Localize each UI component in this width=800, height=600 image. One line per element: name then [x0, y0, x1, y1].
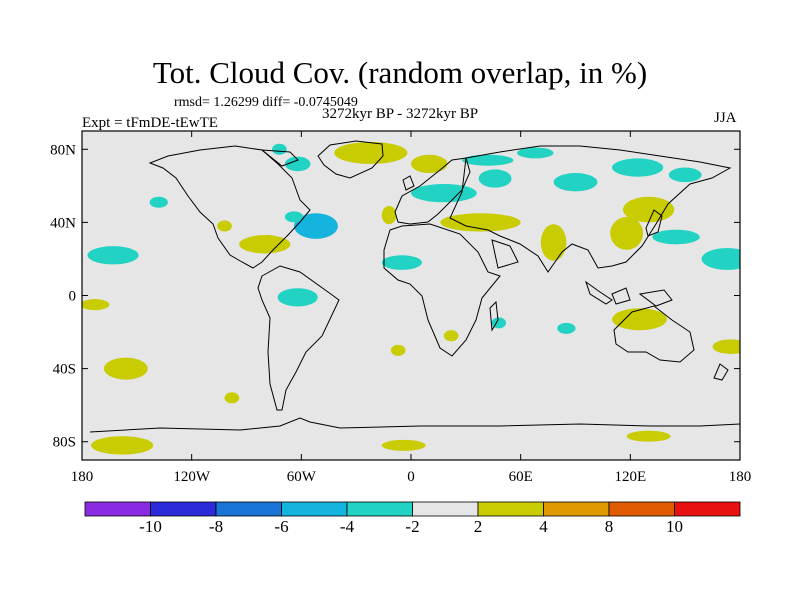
x-tick-label: 180 — [729, 469, 752, 485]
colorbar-swatch-0 — [84, 501, 151, 517]
anomaly-patch-5 — [284, 211, 304, 223]
x-tick-label: 120W — [173, 469, 211, 485]
colorbar-label: -6 — [274, 517, 289, 536]
anomaly-patch-8 — [149, 196, 168, 208]
anomaly-patch-32 — [701, 247, 740, 270]
colorbar-label: 8 — [604, 517, 614, 536]
anomaly-patch-31 — [652, 229, 700, 245]
period-label: 3272kyr BP - 3272kyr BP — [322, 106, 479, 122]
y-tick-label: 40N — [50, 215, 76, 231]
colorbar-label: -4 — [339, 517, 355, 536]
anomaly-patch-1 — [294, 213, 338, 239]
anomaly-patch-44 — [390, 344, 406, 356]
anomaly-patch-30 — [623, 196, 675, 223]
anomaly-patch-19 — [553, 173, 598, 192]
anomaly-patch-12 — [334, 141, 408, 164]
map-background — [82, 131, 740, 460]
x-tick-label: 180 — [71, 469, 94, 485]
y-tick-label: 0 — [69, 289, 77, 305]
x-tick-label: 60W — [287, 469, 317, 485]
anomaly-patch-15 — [411, 154, 448, 174]
colorbar-swatch-5 — [412, 501, 479, 517]
colorbar-swatch-8 — [608, 501, 675, 517]
colorbar-swatch-4 — [346, 501, 413, 517]
anomaly-patch-17 — [517, 147, 554, 159]
anomaly-patch-24 — [440, 213, 521, 232]
colorbar-swatch-3 — [281, 501, 348, 517]
anomaly-patch-9 — [277, 288, 318, 307]
stats-line: rmsd= 1.26299 diff= -0.0745049 — [174, 95, 358, 110]
anomaly-patch-14 — [272, 143, 287, 155]
chart-title: Tot. Cloud Cov. (random overlap, in %) — [152, 55, 648, 90]
anomaly-patch-18 — [478, 169, 512, 188]
colorbar-swatch-9 — [674, 501, 741, 517]
colorbar-label: -10 — [139, 517, 162, 536]
anomaly-patch-34 — [712, 339, 740, 354]
experiment-label: Expt = tFmDE-tEwTE — [82, 115, 218, 131]
anomaly-patch-7 — [82, 299, 110, 311]
colorbar-label: 10 — [666, 517, 683, 536]
anomaly-layer — [82, 141, 740, 455]
y-tick-label: 80S — [53, 435, 76, 451]
season-label: JJA — [714, 110, 737, 126]
colorbar — [84, 501, 741, 517]
anomaly-patch-41 — [381, 439, 426, 451]
colorbar-label: -8 — [208, 517, 224, 536]
x-tick-label: 60E — [509, 469, 533, 485]
anomaly-patch-33 — [612, 308, 667, 331]
anomaly-patch-35 — [557, 322, 576, 334]
anomaly-patch-28 — [610, 216, 644, 250]
colorbar-label: 2 — [473, 517, 483, 536]
anomaly-patch-21 — [668, 167, 702, 183]
anomaly-patch-3 — [239, 235, 291, 254]
colorbar-swatch-6 — [477, 501, 544, 517]
anomaly-patch-38 — [103, 357, 148, 380]
y-tick-label: 40S — [53, 362, 76, 378]
anomaly-patch-11 — [381, 205, 397, 225]
colorbar-swatch-1 — [150, 501, 217, 517]
colorbar-swatch-2 — [215, 501, 282, 517]
x-tick-label: 120E — [614, 469, 646, 485]
anomaly-patch-10 — [381, 255, 422, 270]
anomaly-patch-6 — [87, 246, 139, 265]
anomaly-patch-16 — [462, 154, 514, 166]
anomaly-patch-43 — [224, 392, 240, 404]
anomaly-patch-42 — [626, 430, 671, 442]
anomaly-patch-37 — [443, 330, 459, 342]
anomaly-patch-13 — [284, 156, 311, 172]
anomaly-patch-22 — [411, 184, 477, 203]
coastlines — [89, 140, 740, 433]
x-tick-label: 0 — [407, 469, 415, 485]
anomaly-patch-20 — [612, 158, 664, 177]
axis-layer: 180 120W 60W 0 60E 120E 180 80N 40N 0 40S 80S — [50, 131, 751, 485]
anomaly-patch-4 — [217, 220, 232, 232]
colorbar-swatch-7 — [543, 501, 610, 517]
colorbar-label: 4 — [539, 517, 548, 536]
anomaly-patch-40 — [91, 436, 154, 455]
anomaly-patch-26 — [540, 224, 567, 261]
y-tick-label: 80N — [50, 142, 76, 158]
colorbar-label: -2 — [405, 517, 420, 536]
